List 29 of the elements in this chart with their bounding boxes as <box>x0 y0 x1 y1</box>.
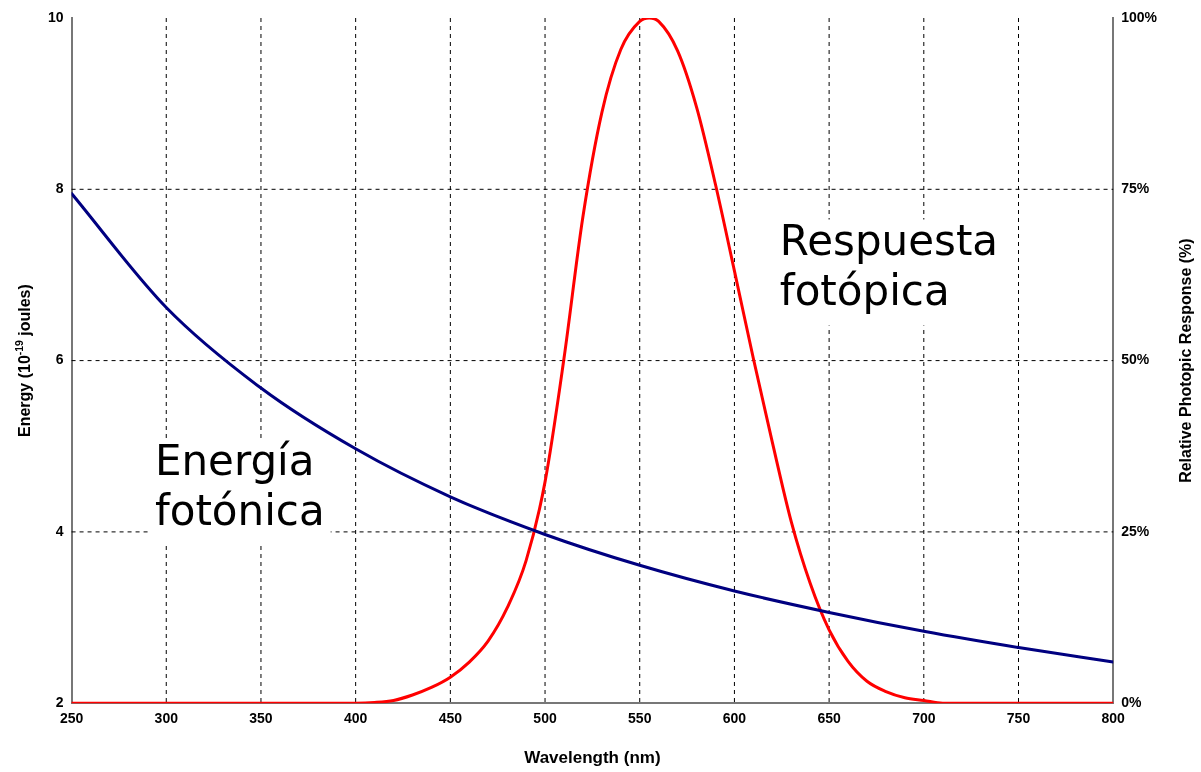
x-tick-label: 250 <box>59 710 84 727</box>
x-tick-label: 300 <box>154 710 179 727</box>
x-tick-label: 750 <box>1006 710 1031 727</box>
x-tick-label: 700 <box>912 710 936 727</box>
y-tick-label: 2 <box>55 694 64 711</box>
x-axis-title: Wavelength (nm) <box>524 747 661 767</box>
y2-tick-label: 50% <box>1121 351 1150 368</box>
y2-tick-label: 25% <box>1121 522 1150 539</box>
y2-axis-title: Relative Photopic Response (%) <box>1177 238 1195 483</box>
x-tick-label: 450 <box>438 710 463 727</box>
y-tick-label: 10 <box>47 8 64 25</box>
x-tick-label: 800 <box>1101 710 1126 727</box>
series-label: Energía fotónica <box>154 435 325 535</box>
x-tick-label: 400 <box>343 710 368 727</box>
line-series <box>71 18 1114 704</box>
y2-tick-label: 100% <box>1121 8 1158 25</box>
line-series <box>71 192 1114 664</box>
y2-tick-label: 75% <box>1121 180 1150 197</box>
y-axis-title: Energy (10-19 joules) <box>14 284 34 438</box>
y-tick-label: 6 <box>55 351 64 368</box>
x-tick-label: 350 <box>249 710 273 727</box>
x-tick-label: 650 <box>817 710 842 727</box>
x-tick-label: 600 <box>722 710 747 727</box>
y-tick-label: 8 <box>55 180 64 197</box>
x-tick-label: 500 <box>533 710 557 727</box>
y-tick-label: 4 <box>55 522 64 539</box>
y2-tick-label: 0% <box>1121 694 1142 711</box>
series-label: Respuesta fotópica <box>779 216 999 316</box>
x-tick-label: 550 <box>628 710 652 727</box>
